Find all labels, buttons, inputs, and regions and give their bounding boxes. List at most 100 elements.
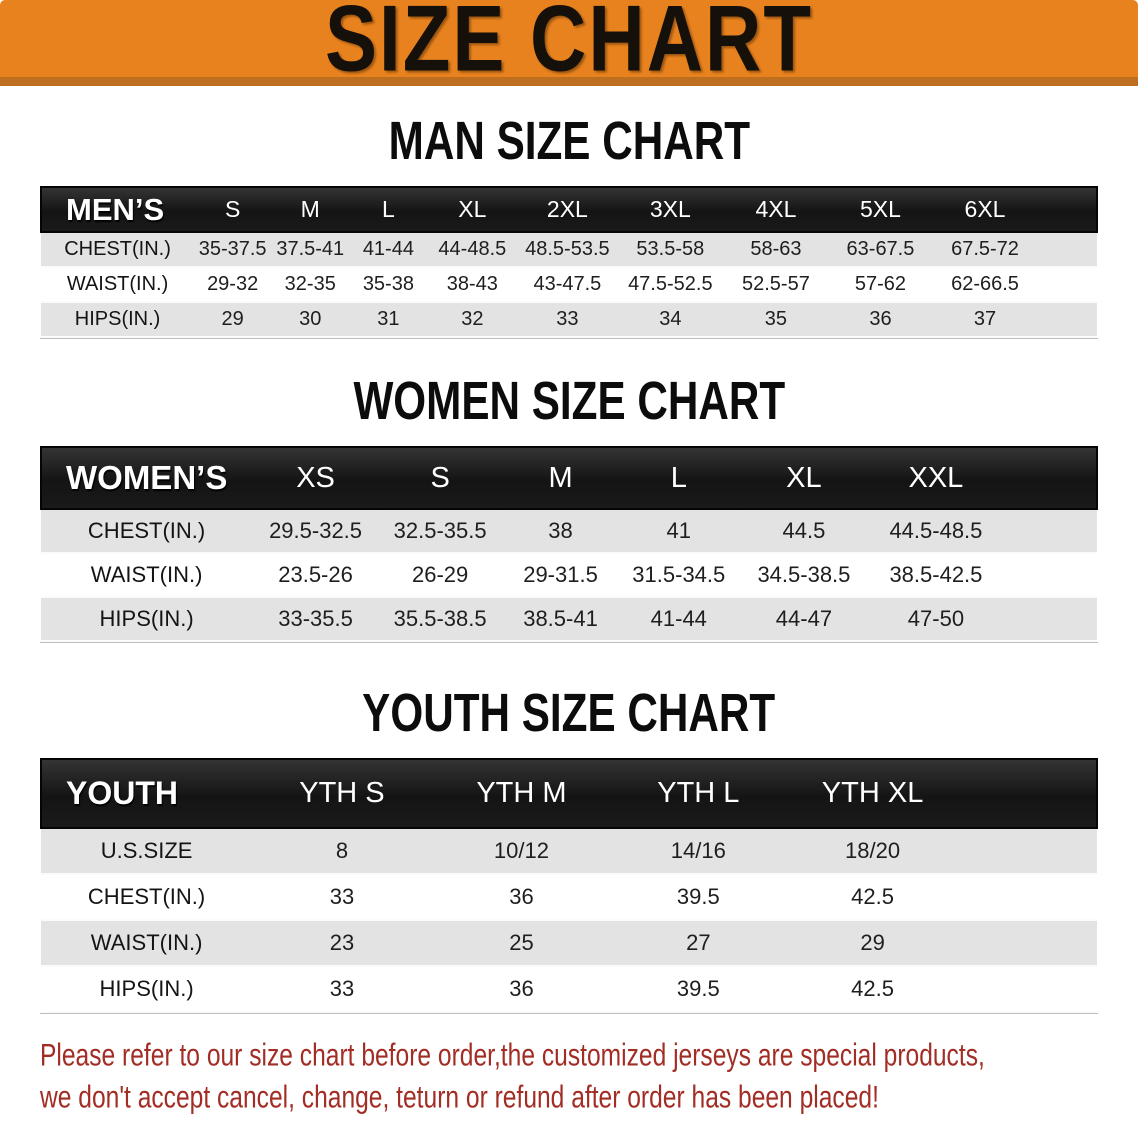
- women-header-row: WOMEN’S XS S M L XL XXL: [39, 446, 1099, 510]
- spacer-cell: [1037, 302, 1097, 338]
- men-table-row: WAIST(IN.) 29-32 32-35 35-38 38-43 43-47.5 47.…: [41, 267, 1097, 303]
- women-header-label: WOMEN’S: [39, 446, 253, 510]
- value-cell: 14/16: [611, 828, 786, 875]
- men-column-m: M: [271, 186, 350, 233]
- youth-header-row: YOUTH YTH S YTH M YTH L YTH XL: [39, 758, 1099, 829]
- value-cell: 44.5-48.5: [869, 509, 1002, 554]
- value-cell: 39.5: [611, 966, 786, 1013]
- youth-column-yth-m: YTH M: [431, 758, 612, 829]
- youth-table-row: U.S.SIZE 8 10/12 14/16 18/20: [41, 828, 1097, 875]
- spacer-cell: [1001, 553, 1097, 598]
- value-cell: 29-32: [194, 267, 272, 303]
- value-cell: 58-63: [723, 232, 829, 268]
- value-cell: 44.5: [737, 509, 870, 554]
- spacer-cell: [959, 966, 1097, 1013]
- men-column-6xl: 6XL: [932, 186, 1038, 233]
- value-cell: 30: [271, 302, 350, 338]
- men-section-title: MAN SIZE CHART: [0, 111, 1138, 172]
- value-cell: 33: [252, 966, 432, 1013]
- row-label: HIPS(IN.): [41, 966, 253, 1013]
- value-cell: 37.5-41: [271, 232, 350, 268]
- men-column-xl: XL: [427, 186, 518, 233]
- youth-size-table: YOUTH YTH S YTH M YTH L YTH XL U.S.SIZE 8 10/12…: [39, 758, 1099, 1013]
- women-column-xs: XS: [252, 446, 379, 510]
- value-cell: 39.5: [611, 874, 786, 921]
- value-cell: 34: [617, 302, 724, 338]
- youth-header-spacer-cell: [959, 758, 1099, 829]
- value-cell: 41-44: [349, 232, 428, 268]
- women-table-row: WAIST(IN.) 23.5-26 26-29 29-31.5 31.5-34.5 34…: [41, 553, 1097, 598]
- men-section-title-text: MAN SIZE CHART: [388, 111, 750, 172]
- value-cell: 36: [828, 302, 933, 338]
- value-cell: 67.5-72: [932, 232, 1038, 268]
- women-column-xl: XL: [737, 446, 870, 510]
- value-cell: 38.5-41: [501, 597, 620, 642]
- row-label: WAIST(IN.): [41, 553, 253, 598]
- value-cell: 41: [619, 509, 738, 554]
- spacer-cell: [1037, 267, 1097, 303]
- value-cell: 18/20: [785, 828, 960, 875]
- spacer-cell: [959, 828, 1097, 875]
- youth-table-row: WAIST(IN.) 23 25 27 29: [41, 920, 1097, 967]
- value-cell: 31: [349, 302, 428, 338]
- youth-section: YOUTH SIZE CHART YOUTH YTH S YTH M YTH L YTH…: [0, 683, 1138, 1013]
- value-cell: 32.5-35.5: [378, 509, 502, 554]
- row-label: CHEST(IN.): [41, 232, 195, 268]
- spacer-cell: [1001, 597, 1097, 642]
- value-cell: 23: [252, 920, 432, 967]
- men-section: MAN SIZE CHART MEN’S S M L XL 2XL 3XL 4XL 5XL 6XL…: [0, 111, 1138, 338]
- youth-section-title-text: YOUTH SIZE CHART: [362, 683, 776, 744]
- women-column-l: L: [619, 446, 738, 510]
- youth-column-yth-s: YTH S: [252, 758, 432, 829]
- disclaimer: Please refer to our size chart before or…: [40, 1035, 1138, 1119]
- value-cell: 32-35: [271, 267, 350, 303]
- women-section-title-text: WOMEN SIZE CHART: [353, 371, 785, 432]
- row-label: WAIST(IN.): [41, 920, 253, 967]
- value-cell: 31.5-34.5: [619, 553, 738, 598]
- spacer-cell: [1001, 509, 1097, 554]
- row-label: HIPS(IN.): [41, 302, 195, 338]
- women-header-spacer-cell: [1001, 446, 1099, 510]
- value-cell: 33: [517, 302, 618, 338]
- men-column-3xl: 3XL: [617, 186, 724, 233]
- value-cell: 36: [431, 966, 612, 1013]
- value-cell: 35: [723, 302, 829, 338]
- value-cell: 26-29: [378, 553, 502, 598]
- value-cell: 48.5-53.5: [517, 232, 618, 268]
- youth-section-title: YOUTH SIZE CHART: [0, 683, 1138, 744]
- men-size-table: MEN’S S M L XL 2XL 3XL 4XL 5XL 6XL CHEST(IN.) 35-37…: [39, 186, 1099, 338]
- value-cell: 29: [785, 920, 960, 967]
- men-column-2xl: 2XL: [517, 186, 618, 233]
- value-cell: 32: [427, 302, 518, 338]
- value-cell: 35.5-38.5: [378, 597, 502, 642]
- value-cell: 29.5-32.5: [252, 509, 379, 554]
- men-column-4xl: 4XL: [723, 186, 829, 233]
- value-cell: 43-47.5: [517, 267, 618, 303]
- spacer-cell: [959, 920, 1097, 967]
- value-cell: 38.5-42.5: [869, 553, 1002, 598]
- women-column-xxl: XXL: [869, 446, 1002, 510]
- youth-column-yth-l: YTH L: [611, 758, 786, 829]
- men-table-row: CHEST(IN.) 35-37.5 37.5-41 41-44 44-48.5 48.5…: [41, 232, 1097, 268]
- women-size-table: WOMEN’S XS S M L XL XXL CHEST(IN.) 29.5-32.5 32.5…: [39, 446, 1099, 642]
- value-cell: 36: [431, 874, 612, 921]
- value-cell: 42.5: [785, 966, 960, 1013]
- value-cell: 44-47: [737, 597, 870, 642]
- banner-title: SIZE CHART: [325, 0, 813, 91]
- value-cell: 62-66.5: [932, 267, 1038, 303]
- disclaimer-line-2: we don't accept cancel, change, teturn o…: [40, 1080, 879, 1115]
- men-table-row: HIPS(IN.) 29 30 31 32 33 34 35 36 37: [41, 302, 1097, 338]
- value-cell: 63-67.5: [828, 232, 933, 268]
- value-cell: 27: [611, 920, 786, 967]
- women-section-title: WOMEN SIZE CHART: [0, 371, 1138, 432]
- spacer-cell: [959, 874, 1097, 921]
- value-cell: 23.5-26: [252, 553, 379, 598]
- men-column-5xl: 5XL: [828, 186, 933, 233]
- men-column-s: S: [194, 186, 272, 233]
- value-cell: 53.5-58: [617, 232, 724, 268]
- value-cell: 44-48.5: [427, 232, 518, 268]
- women-section: WOMEN SIZE CHART WOMEN’S XS S M L XL XXL CHEST(…: [0, 371, 1138, 642]
- women-table-row: CHEST(IN.) 29.5-32.5 32.5-35.5 38 41 44.5 44.5…: [41, 509, 1097, 554]
- women-table-row: HIPS(IN.) 33-35.5 35.5-38.5 38.5-41 41-44 44-…: [41, 597, 1097, 642]
- row-label: CHEST(IN.): [41, 874, 253, 921]
